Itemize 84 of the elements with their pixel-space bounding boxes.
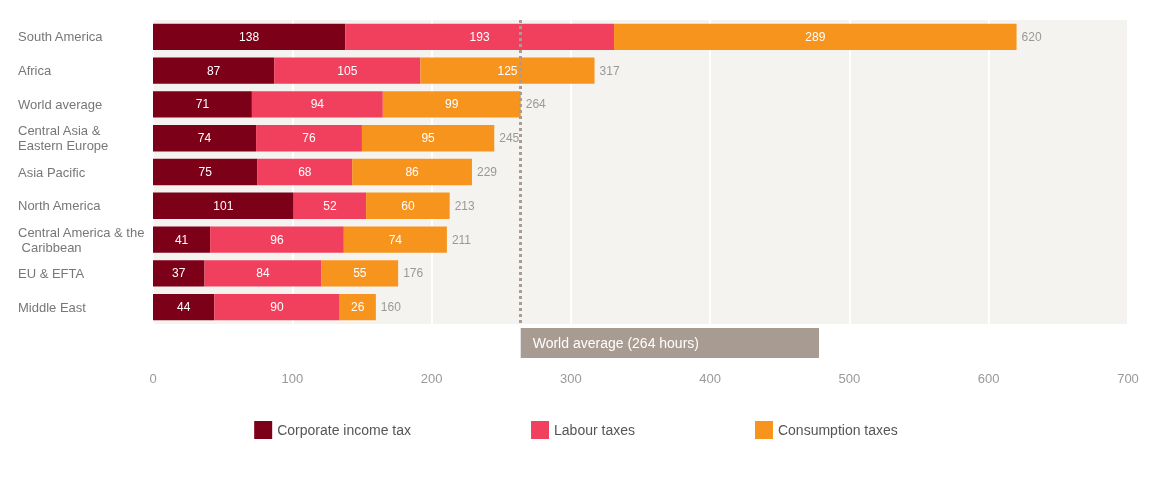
total-label: 317 [599, 63, 620, 78]
bar [210, 226, 344, 253]
bar [256, 125, 362, 152]
data-label: 74 [388, 232, 403, 247]
data-label: 37 [172, 266, 186, 281]
bar [204, 260, 322, 287]
data-label: 86 [405, 165, 420, 179]
bar [153, 293, 215, 321]
legend-label: Labour taxes [554, 422, 635, 438]
x-tick-label: 0 [149, 371, 157, 386]
data-label: 95 [421, 131, 436, 146]
legend-label: Corporate income tax [277, 422, 412, 438]
y-tick-label: Africa [18, 63, 52, 79]
bar [214, 293, 340, 321]
bar [153, 91, 252, 118]
bar [153, 125, 257, 152]
total-label: 229 [476, 165, 498, 179]
data-label: 138 [239, 29, 260, 44]
legend-label: Consumption taxes [777, 422, 898, 438]
total-label: 245 [499, 131, 520, 146]
total-label: 213 [454, 198, 476, 213]
bar [614, 23, 1017, 51]
y-tick-label: South America [18, 29, 104, 45]
bar [420, 57, 595, 84]
bar [153, 57, 275, 84]
bar [251, 91, 383, 118]
bar [153, 192, 294, 219]
data-label: 71 [195, 97, 210, 112]
total-label: 211 [451, 232, 472, 247]
data-label: 94 [310, 97, 325, 112]
y-tick-label: Asia Pacific [18, 164, 86, 180]
data-label: 68 [298, 165, 312, 179]
data-label: 52 [323, 198, 337, 213]
y-tick-label: Middle East [18, 299, 87, 315]
total-label: 176 [403, 266, 424, 281]
data-label: 289 [805, 29, 826, 44]
x-tick-label: 700 [1117, 371, 1139, 386]
bar [343, 226, 447, 253]
data-label: 105 [337, 63, 358, 78]
data-label: 75 [198, 165, 213, 179]
data-label: 99 [445, 97, 459, 112]
y-tick-label: North America [18, 198, 102, 214]
x-tick-label: 400 [699, 371, 721, 386]
x-tick-label: 300 [560, 371, 582, 386]
bar [153, 226, 211, 253]
x-tick-label: 200 [420, 371, 443, 386]
bar [345, 23, 615, 51]
x-tick-label: 600 [977, 371, 1000, 386]
x-tick-label: 500 [838, 371, 861, 386]
bar [153, 158, 258, 186]
y-tick-label: Central Asia & Eastern Europe [18, 123, 109, 154]
bar [366, 192, 450, 219]
x-tick-label: 100 [281, 371, 304, 386]
data-label: 55 [353, 266, 367, 281]
bar [352, 158, 472, 186]
y-tick-label: World average [18, 96, 103, 112]
total-label: 620 [1021, 29, 1042, 44]
data-label: 41 [174, 232, 189, 247]
bar [321, 260, 399, 287]
y-tick-label: EU & EFTA [18, 265, 85, 281]
data-label: 74 [197, 131, 212, 146]
data-label: 90 [270, 300, 284, 315]
bar [153, 260, 205, 287]
data-label: 101 [213, 198, 234, 213]
bar [382, 91, 521, 118]
data-label: 60 [401, 198, 415, 213]
bar [339, 293, 376, 321]
bar [153, 23, 346, 51]
data-label: 193 [469, 29, 490, 44]
data-label: 44 [176, 300, 191, 315]
data-label: 96 [270, 232, 284, 247]
bar [361, 125, 495, 152]
ref-line-label: World average (264 hours) [532, 335, 699, 351]
data-label: 125 [497, 63, 518, 78]
bar [257, 158, 353, 186]
total-label: 160 [380, 300, 402, 315]
bar [293, 192, 367, 219]
total-label: 264 [525, 97, 547, 112]
data-label: 26 [351, 300, 365, 315]
y-tick-label: Central America & the Caribbean [18, 224, 145, 255]
bar [274, 57, 421, 84]
data-label: 87 [206, 63, 221, 78]
data-label: 76 [302, 131, 316, 146]
data-label: 84 [256, 266, 271, 281]
